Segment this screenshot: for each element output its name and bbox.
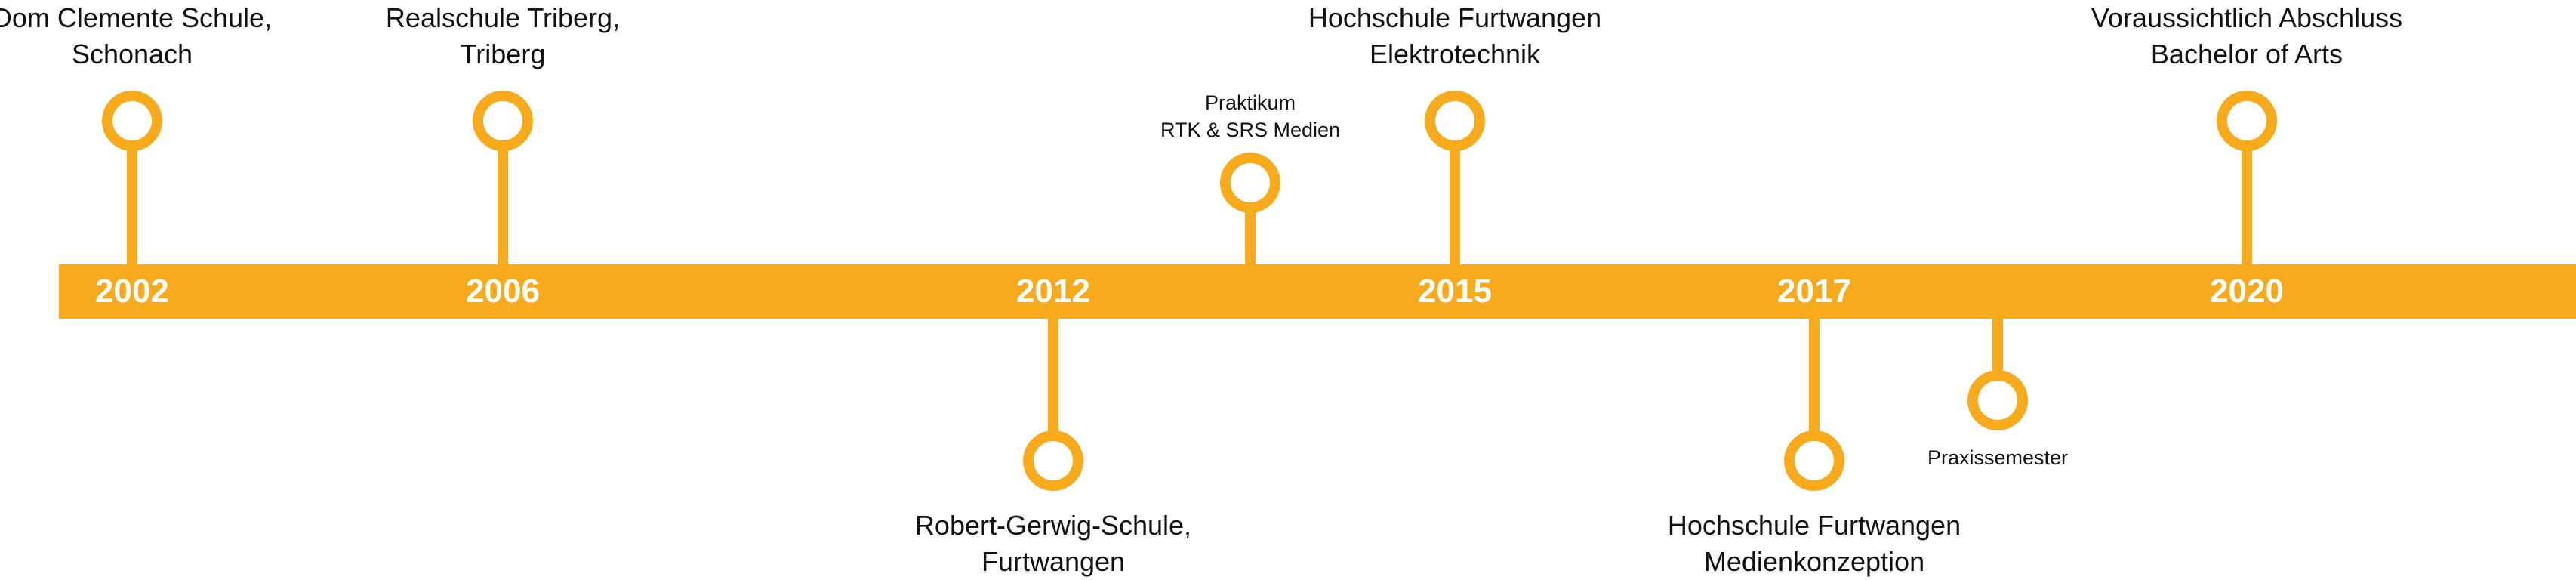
milestone-2012-node — [1023, 430, 1083, 491]
milestone-2002-label: Dom Clemente Schule, Schonach — [0, 0, 344, 72]
milestone-praktikum-label: Praktikum RTK & SRS Medien — [1039, 89, 1462, 143]
year-label-2020: 2020 — [2210, 273, 2284, 310]
milestone-praxissemester-label-line-1: Praxissemester — [1927, 446, 2069, 469]
milestone-praktikum-node — [1220, 153, 1280, 213]
year-label-2015: 2015 — [1418, 273, 1492, 310]
milestone-2015-label-line-2: Elektrotechnik — [1369, 39, 1541, 69]
milestone-2015-stem — [1450, 121, 1460, 264]
milestone-2015-node — [1425, 91, 1485, 151]
milestone-2006-label-line-1: Realschule Triberg, — [385, 2, 621, 33]
milestone-2006-stem — [498, 121, 508, 264]
year-label-2017: 2017 — [1777, 273, 1851, 310]
milestone-2017-label: Hochschule Furtwangen Medienkonzeption — [1603, 508, 2026, 580]
milestone-praxissemester-label: Praxissemester — [1786, 444, 2209, 471]
milestone-2020-node — [2217, 91, 2277, 151]
milestone-praktikum-label-line-1: Praktikum — [1204, 91, 1296, 114]
milestone-2012-label: Robert-Gerwig-Schule, Furtwangen — [842, 508, 1265, 580]
milestone-2017-label-line-1: Hochschule Furtwangen — [1667, 510, 1961, 541]
milestone-2012-label-line-2: Furtwangen — [981, 546, 1126, 577]
milestone-2002-label-line-1: Dom Clemente Schule, — [0, 2, 273, 33]
milestone-2002-stem — [127, 121, 137, 264]
milestone-2020-label-line-2: Bachelor of Arts — [2150, 39, 2343, 69]
milestone-2020-label: Voraussichtlich Abschluss Bachelor of Ar… — [2035, 0, 2458, 72]
milestone-2006-label-line-2: Triberg — [460, 39, 546, 69]
year-label-2012: 2012 — [1016, 273, 1090, 310]
milestone-praktikum-label-line-2: RTK & SRS Medien — [1160, 119, 1341, 141]
milestone-2012-label-line-1: Robert-Gerwig-Schule, — [914, 510, 1192, 541]
milestone-2020-label-line-1: Voraussichtlich Abschluss — [2091, 2, 2403, 33]
milestone-2015-label-line-1: Hochschule Furtwangen — [1308, 2, 1602, 33]
year-label-2006: 2006 — [466, 273, 540, 310]
timeline-bar — [59, 264, 2576, 319]
year-label-2002: 2002 — [95, 273, 169, 310]
milestone-2006-label: Realschule Triberg, Triberg — [291, 0, 714, 72]
milestone-2017-label-line-2: Medienkonzeption — [1703, 546, 1925, 577]
milestone-2020-stem — [2242, 121, 2252, 264]
milestone-2012-stem — [1048, 319, 1058, 461]
milestone-2017-stem — [1809, 319, 1820, 461]
milestone-2002-label-line-2: Schonach — [71, 39, 193, 69]
milestone-2015-label: Hochschule Furtwangen Elektrotechnik — [1243, 0, 1666, 72]
milestone-praxissemester-node — [1967, 370, 2028, 430]
milestone-2002-node — [102, 91, 162, 151]
milestone-2006-node — [473, 91, 533, 151]
